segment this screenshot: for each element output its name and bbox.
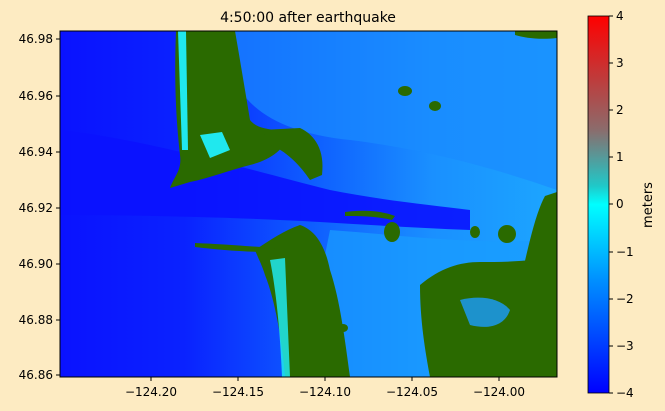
- south-spit-upper: [345, 210, 395, 220]
- island-3: [384, 222, 400, 242]
- y-tick-label: 46.98: [19, 32, 53, 46]
- colorbar: 4 3 2 1 0 −1 −2 −3 −4 meters: [587, 9, 656, 400]
- x-tick-label: −124.20: [125, 385, 177, 399]
- x-tick-label: −124.15: [212, 385, 264, 399]
- y-tick-label: 46.88: [19, 313, 53, 327]
- north-peninsula-cyan-strip: [178, 31, 188, 150]
- colorbar-tick-label: 4: [616, 9, 624, 23]
- y-axis: 46.98 46.96 46.94 46.92 46.90 46.88 46.8…: [19, 32, 60, 382]
- north-peninsula-cyan-patch: [200, 132, 230, 158]
- y-tick-label: 46.94: [19, 145, 53, 159]
- island-5: [498, 225, 516, 243]
- island-2: [429, 101, 441, 111]
- north-peninsula: [170, 31, 290, 188]
- x-axis: −124.20 −124.15 −124.10 −124.05 −124.00: [125, 377, 525, 399]
- y-tick-label: 46.96: [19, 89, 53, 103]
- north-point: [262, 128, 323, 180]
- colorbar-tick-label: −3: [616, 339, 634, 353]
- shallow-bay-north: [230, 31, 557, 190]
- x-tick-label: −124.10: [299, 385, 351, 399]
- colorbar-tick-label: −4: [616, 386, 634, 400]
- plot-title: 4:50:00 after earthquake: [220, 10, 396, 26]
- south-spit: [195, 243, 275, 252]
- island-4: [470, 226, 480, 238]
- colorbar-tick-label: 3: [616, 56, 624, 70]
- southeast-inlet-water: [460, 297, 510, 327]
- south-peninsula-cyan-strip: [270, 258, 290, 377]
- y-tick-label: 46.92: [19, 201, 53, 215]
- y-tick-label: 46.86: [19, 368, 53, 382]
- colorbar-label: meters: [641, 182, 656, 228]
- colorbar-tick-label: 2: [616, 103, 624, 117]
- northeast-coast: [515, 31, 557, 39]
- island-1: [398, 86, 412, 96]
- x-tick-label: −124.05: [386, 385, 438, 399]
- colorbar-tick-label: 1: [616, 150, 624, 164]
- map-area: [60, 31, 557, 377]
- plot-frame: [59, 30, 558, 378]
- colorbar-gradient: [587, 15, 610, 394]
- x-tick-label: −124.00: [473, 385, 525, 399]
- colorbar-tick-label: −1: [616, 245, 634, 259]
- colorbar-tick-label: 0: [616, 197, 624, 211]
- deep-channel: [60, 130, 470, 230]
- y-tick-label: 46.90: [19, 257, 53, 271]
- colorbar-tick-label: −2: [616, 292, 634, 306]
